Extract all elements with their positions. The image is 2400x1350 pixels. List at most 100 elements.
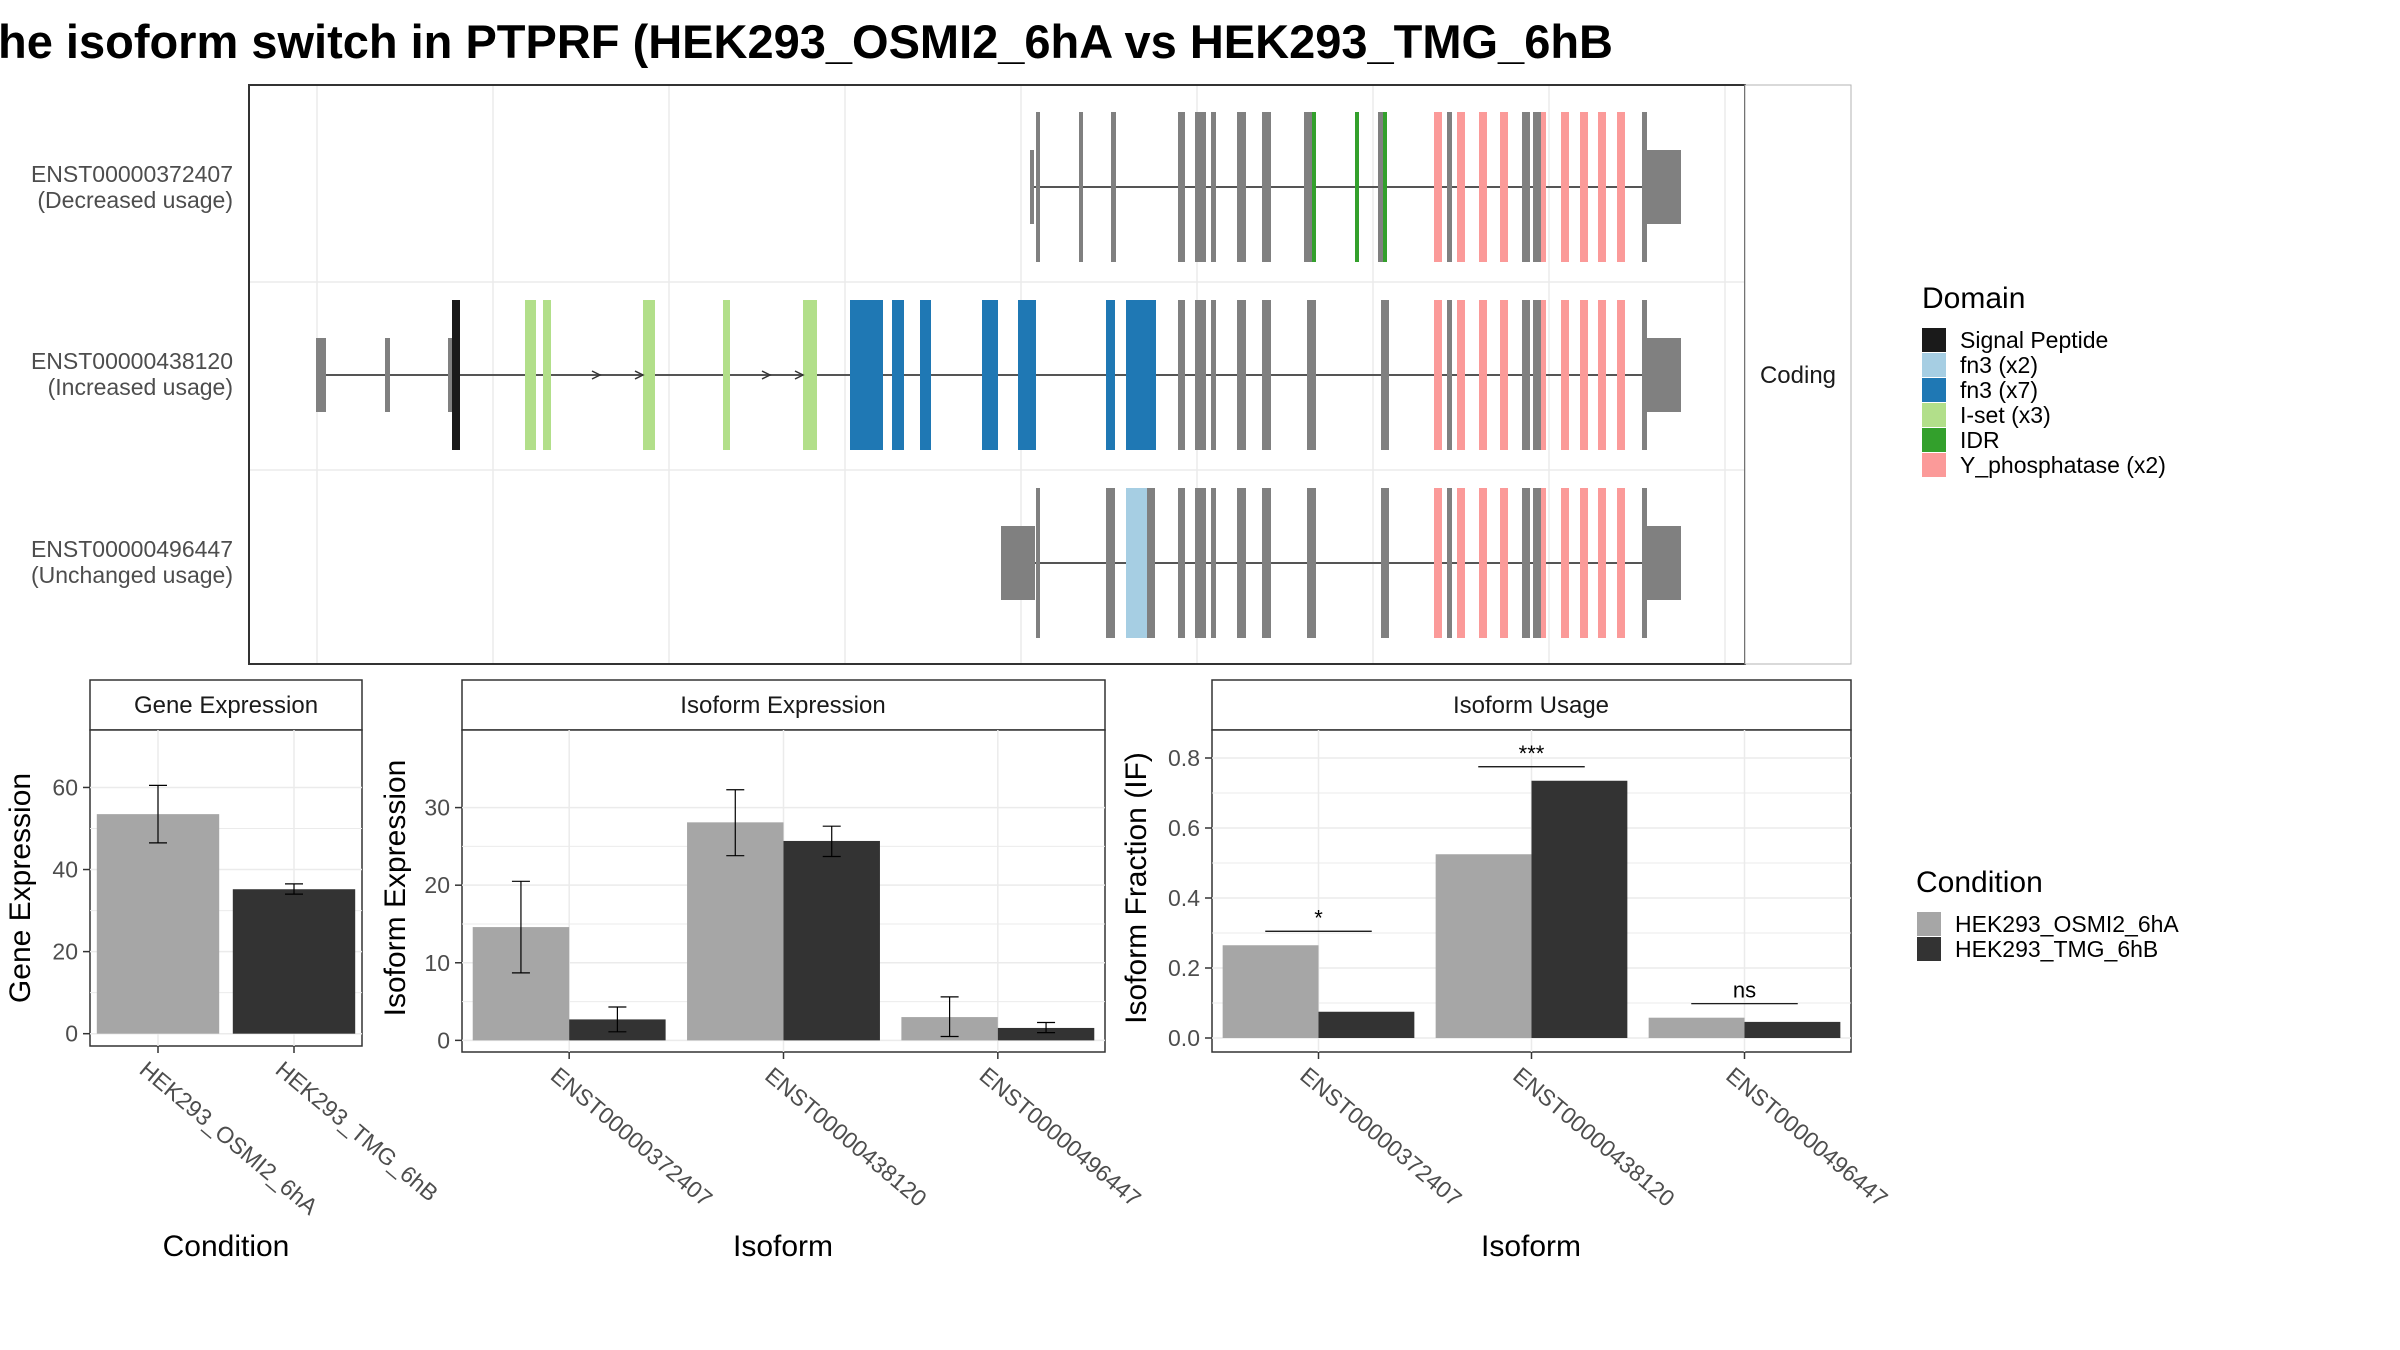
y-tick-label: 0.6 [1168, 815, 1200, 841]
domain-block [1106, 300, 1115, 450]
exon [1237, 488, 1246, 638]
condition-legend-key-a [1917, 912, 1941, 936]
exon [1447, 300, 1452, 450]
exon [1030, 150, 1034, 224]
domain-block [1598, 300, 1606, 450]
bar [687, 822, 784, 1041]
exon [1522, 112, 1530, 262]
exon [1533, 112, 1541, 262]
isoform-track-1 [1030, 112, 1681, 262]
domain-block [452, 300, 460, 450]
condition-legend: Condition HEK293_OSMI2_6hA HEK293_TMG_6h… [1916, 866, 2179, 962]
x-tick-label: ENST00000372407 [546, 1062, 718, 1212]
domain-block [803, 300, 817, 450]
exon [1447, 112, 1452, 262]
isoform-expression-xlabel: Isoform [733, 1230, 833, 1263]
gene-structure-panel: Coding ENST00000372407 (Decreased usage)… [31, 84, 1852, 665]
exon [1307, 300, 1316, 450]
bar [1435, 854, 1532, 1038]
exon [1642, 488, 1647, 638]
exon [1178, 488, 1185, 638]
exon [1211, 112, 1216, 262]
isoform-usage-ylabel: Isoform Fraction (IF) [1120, 752, 1153, 1024]
x-tick-label: ENST00000372407 [1295, 1062, 1467, 1212]
isoform-expression-panel: Isoform Expression 0 10 20 30 ENST0000037240… [379, 679, 1146, 1263]
bar [1318, 1011, 1415, 1038]
exon [1211, 488, 1216, 638]
domain-block [1479, 488, 1487, 638]
exon [1645, 526, 1681, 600]
significance-label: ns [1733, 978, 1756, 1003]
domain-legend-key [1922, 378, 1946, 402]
figure-title: he isoform switch in PTPRF (HEK293_OSMI2… [0, 15, 1613, 68]
y-tick-label: 0.4 [1168, 885, 1200, 911]
domain-legend-label: fn3 (x7) [1960, 377, 2038, 403]
isoform-usage-panel: Isoform Usage 0.0 0.2 0.4 0.6 0.8 ENST0000037… [1120, 679, 1893, 1263]
domain-legend-key [1922, 403, 1946, 427]
domain-block [1355, 112, 1359, 262]
exon [1195, 488, 1206, 638]
domain-block [1383, 112, 1387, 262]
exon [1001, 526, 1035, 600]
domain-block [1126, 300, 1137, 450]
condition-legend-title: Condition [1916, 866, 2043, 899]
domain-block [1018, 300, 1036, 450]
y-tick-label: 10 [424, 950, 450, 976]
exon [1178, 112, 1185, 262]
condition-legend-key-b [1917, 937, 1941, 961]
exon [1533, 300, 1541, 450]
isoform-usage-xlabel: Isoform [1481, 1230, 1581, 1263]
exon [1211, 300, 1216, 450]
domain-block [1479, 300, 1487, 450]
domain-legend-label: Y_phosphatase (x2) [1960, 452, 2166, 478]
domain-block [1617, 112, 1625, 262]
domain-block [1500, 112, 1508, 262]
domain-block [892, 300, 904, 450]
domain-block [982, 300, 998, 450]
domain-block [1541, 112, 1546, 262]
exon [1645, 150, 1681, 224]
gene-expression-strip-label: Gene Expression [134, 692, 318, 719]
exon [1378, 112, 1386, 262]
exon [1237, 300, 1246, 450]
exon [1237, 112, 1246, 262]
condition-legend-label-a: HEK293_OSMI2_6hA [1955, 911, 2179, 937]
structure-tracks [316, 112, 1681, 638]
domain-block [920, 300, 931, 450]
exon [1036, 112, 1040, 262]
exon [1381, 300, 1389, 450]
bar [1222, 945, 1319, 1038]
domain-block [1580, 488, 1588, 638]
domain-block [643, 300, 655, 450]
exon [316, 338, 326, 412]
isoform-label-1: ENST00000372407 [31, 161, 233, 187]
domain-legend-label: IDR [1960, 427, 2000, 453]
y-tick-label: 20 [424, 872, 450, 898]
bar [783, 840, 880, 1041]
exon [1106, 488, 1115, 638]
gene-expression-panel: Gene Expression 0204060HEK293_OSMI2_6hAH… [4, 679, 443, 1263]
y-tick-label: 0.8 [1168, 745, 1200, 771]
exon [1036, 488, 1040, 638]
domain-block [1541, 300, 1546, 450]
domain-legend-label: Signal Peptide [1960, 327, 2108, 353]
significance-label: * [1314, 905, 1323, 930]
isoform-usage-strip [1211, 679, 1852, 731]
domain-block [863, 300, 883, 450]
domain-legend-label: I-set (x3) [1960, 402, 2051, 428]
bar [1531, 780, 1628, 1038]
exon [1522, 488, 1530, 638]
x-tick-label: ENST00000496447 [1721, 1062, 1893, 1212]
isoform-expression-ylabel: Isoform Expression [379, 760, 412, 1017]
domain-block [1617, 300, 1625, 450]
y-tick-label: 0.2 [1168, 955, 1200, 981]
domain-block [1434, 112, 1442, 262]
domain-block [1457, 300, 1465, 450]
domain-legend-key [1922, 353, 1946, 377]
domain-block [1434, 488, 1442, 638]
x-tick-label: ENST00000438120 [760, 1062, 932, 1212]
domain-block [525, 300, 536, 450]
domain-block [1457, 112, 1465, 262]
isoform-usage-3: (Unchanged usage) [31, 562, 233, 588]
